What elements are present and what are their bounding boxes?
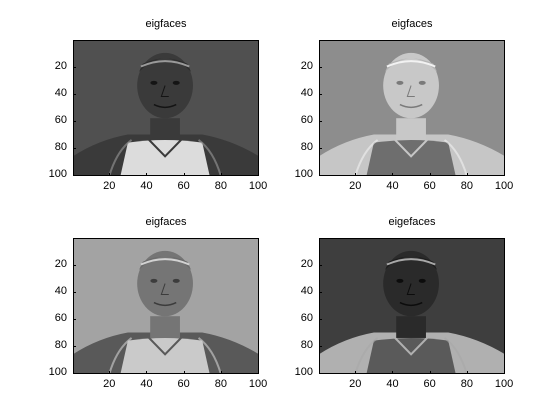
panel-title: eigfaces [391,18,433,30]
x-tick-mark [183,173,185,176]
x-tick-label: 80 [214,180,227,192]
x-tick-label: 20 [349,378,362,390]
x-tick-label: 40 [386,378,399,390]
x-tick-mark [429,371,431,374]
y-tick-mark [319,291,322,293]
x-tick-label: 80 [460,180,473,192]
x-tick-label: 100 [248,180,268,192]
x-tick-label: 40 [140,378,153,390]
y-tick-label: 40 [300,86,313,99]
y-tick-mark [73,93,76,95]
x-tick-mark [146,371,148,374]
y-tick-mark [73,346,76,348]
y-tick-mark [319,120,322,122]
x-tick-label: 20 [103,180,116,192]
y-tick-mark [319,175,322,177]
y-tick-mark [319,346,322,348]
y-tick-mark [319,264,322,266]
y-tick-mark [319,66,322,68]
x-tick-mark [183,371,185,374]
y-tick-label: 20 [54,59,67,72]
y-tick-label: 20 [300,59,313,72]
y-tick-label: 60 [300,113,313,126]
eigenface-panel: eigefaces 20 40 60 80 100 20 40 60 80 100 [295,216,514,390]
x-tick-mark [466,371,468,374]
x-tick-label: 60 [177,378,190,390]
x-tick-mark [220,371,222,374]
x-tick-mark [258,173,260,176]
eigenface-image [73,238,259,374]
face-graphic [319,238,505,374]
x-tick-mark [392,371,394,374]
y-tick-label: 100 [294,366,313,379]
y-tick-mark [319,148,322,150]
y-tick-label: 40 [54,86,67,99]
y-tick-label: 80 [54,339,67,352]
y-tick-mark [319,93,322,95]
y-tick-label: 60 [300,311,313,324]
x-tick-label: 80 [214,378,227,390]
x-tick-mark [392,173,394,176]
eigenface-panel: eigfaces 20 40 60 80 100 20 40 60 80 100 [49,18,268,192]
y-tick-mark [73,120,76,122]
y-tick-mark [73,264,76,266]
x-tick-label: 60 [423,180,436,192]
y-tick-mark [319,318,322,320]
panel-title: eigefaces [388,216,436,228]
x-tick-mark [258,371,260,374]
x-tick-label: 100 [494,378,514,390]
face-graphic [73,40,259,176]
x-tick-mark [355,371,357,374]
y-tick-mark [73,148,76,150]
y-tick-label: 40 [300,284,313,297]
x-tick-mark [466,173,468,176]
y-tick-label: 60 [54,113,67,126]
x-tick-mark [109,173,111,176]
y-tick-mark [73,66,76,68]
x-tick-label: 60 [177,180,190,192]
y-tick-label: 20 [300,257,313,270]
y-tick-label: 40 [54,284,67,297]
x-tick-mark [504,173,506,176]
panel-title: eigfaces [145,18,187,30]
x-tick-mark [109,371,111,374]
eigenface-panel: eigfaces 20 40 60 80 100 20 40 60 80 100 [295,18,514,192]
x-tick-label: 20 [103,378,116,390]
eigenface-image [73,40,259,176]
y-tick-mark [73,318,76,320]
x-tick-mark [429,173,431,176]
eigenface-image [319,40,505,176]
x-tick-label: 80 [460,378,473,390]
y-tick-label: 100 [48,168,67,181]
face-graphic [319,40,505,176]
y-tick-mark [73,175,76,177]
y-tick-label: 80 [300,339,313,352]
face-graphic [73,238,259,374]
x-tick-label: 40 [140,180,153,192]
x-tick-mark [146,173,148,176]
x-tick-label: 100 [494,180,514,192]
y-tick-label: 80 [54,141,67,154]
eigenface-image [319,238,505,374]
y-tick-label: 20 [54,257,67,270]
x-tick-mark [504,371,506,374]
y-tick-mark [319,373,322,375]
x-tick-mark [220,173,222,176]
x-tick-label: 100 [248,378,268,390]
y-tick-mark [73,373,76,375]
x-tick-label: 60 [423,378,436,390]
y-tick-label: 80 [300,141,313,154]
y-tick-label: 100 [294,168,313,181]
x-tick-mark [355,173,357,176]
eigenface-panel: eigfaces 20 40 60 80 100 20 40 60 80 100 [49,216,268,390]
y-tick-label: 60 [54,311,67,324]
x-tick-label: 20 [349,180,362,192]
panel-title: eigfaces [145,216,187,228]
x-tick-label: 40 [386,180,399,192]
y-tick-label: 100 [48,366,67,379]
y-tick-mark [73,291,76,293]
